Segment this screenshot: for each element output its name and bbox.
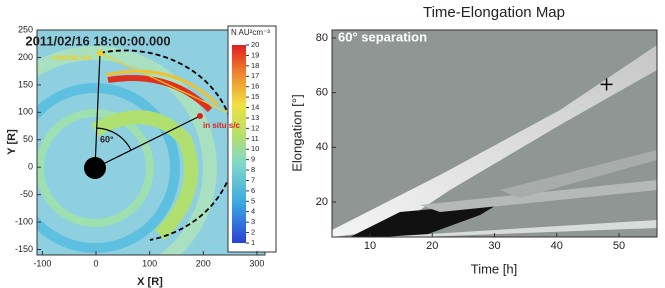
x-axis-label: Time [h] [471, 261, 517, 276]
annotation: in situ s/c [203, 121, 240, 130]
y-tick-label: 0 [28, 162, 33, 172]
y-tick-label: 150 [18, 79, 33, 89]
x-tick-label: 40 [551, 240, 563, 252]
colorbar-tick-label: 1 [251, 238, 255, 247]
y-axis-label: Y [R] [6, 129, 18, 155]
colorbar-tick-label: 12 [251, 123, 259, 132]
x-tick-label: 30 [488, 240, 500, 252]
colorbar-tick-label: 11 [251, 134, 259, 143]
y-tick-label: 250 [18, 24, 33, 34]
colorbar-tick-label: 6 [251, 186, 255, 195]
x-tick-label: 20 [426, 240, 438, 252]
y-tick-label: 80 [316, 32, 328, 44]
colorbar-tick-label: 9 [251, 155, 255, 164]
elongation-map [332, 30, 657, 237]
y-tick-label: 50 [23, 134, 33, 144]
colorbar-tick-label: 16 [251, 82, 259, 91]
y-tick-label: -100 [15, 216, 33, 226]
colorbar-tick-label: 20 [251, 40, 259, 49]
x-tick-label: 0 [94, 258, 99, 268]
colorbar-tick-label: 15 [251, 92, 259, 101]
y-tick-label: 40 [316, 141, 328, 153]
colorbar-tick-label: 4 [251, 207, 255, 216]
annotation: 60° [100, 134, 114, 144]
annotation: 60° separation [338, 29, 427, 44]
x-tick-label: 200 [196, 258, 211, 268]
x-tick-label: 100 [142, 258, 157, 268]
x-tick-label: 300 [249, 258, 264, 268]
colorbar-tick-label: 3 [251, 217, 255, 226]
colorbar-tick-label: 2 [251, 228, 255, 237]
colorbar-tick-label: 19 [251, 50, 259, 59]
colorbar-label: N AU²cm⁻³ [231, 28, 270, 37]
colorbar-tick-label: 5 [251, 196, 255, 205]
y-tick-label: 20 [316, 196, 328, 208]
colorbar-tick-label: 18 [251, 61, 259, 70]
y-axis-label: Elongation [°] [289, 94, 304, 171]
x-axis-label: X [R] [137, 276, 163, 288]
colorbar [232, 45, 246, 243]
y-tick-label: -50 [20, 189, 33, 199]
x-tick-label: 50 [613, 240, 625, 252]
colorbar-tick-label: 7 [251, 175, 255, 184]
x-tick-label: 10 [364, 240, 376, 252]
x-tick-label: -100 [33, 258, 51, 268]
colorbar-tick-label: 8 [251, 165, 255, 174]
simulation-image [37, 30, 265, 255]
colorbar-tick-label: 13 [251, 113, 259, 122]
colorbar-tick-label: 17 [251, 71, 259, 80]
timestamp: 2011/02/16 18:00:00.000 [25, 33, 170, 48]
y-tick-label: 200 [18, 52, 33, 62]
y-tick-label: 100 [18, 107, 33, 117]
y-tick-label: -150 [15, 244, 33, 254]
colorbar-tick-label: 10 [251, 144, 259, 153]
chart-title: Time-Elongation Map [423, 4, 565, 21]
colorbar-tick-label: 14 [251, 103, 259, 112]
annotation: remote s/c [52, 53, 93, 62]
cross-marker [600, 78, 613, 91]
y-tick-label: 60 [316, 87, 328, 99]
